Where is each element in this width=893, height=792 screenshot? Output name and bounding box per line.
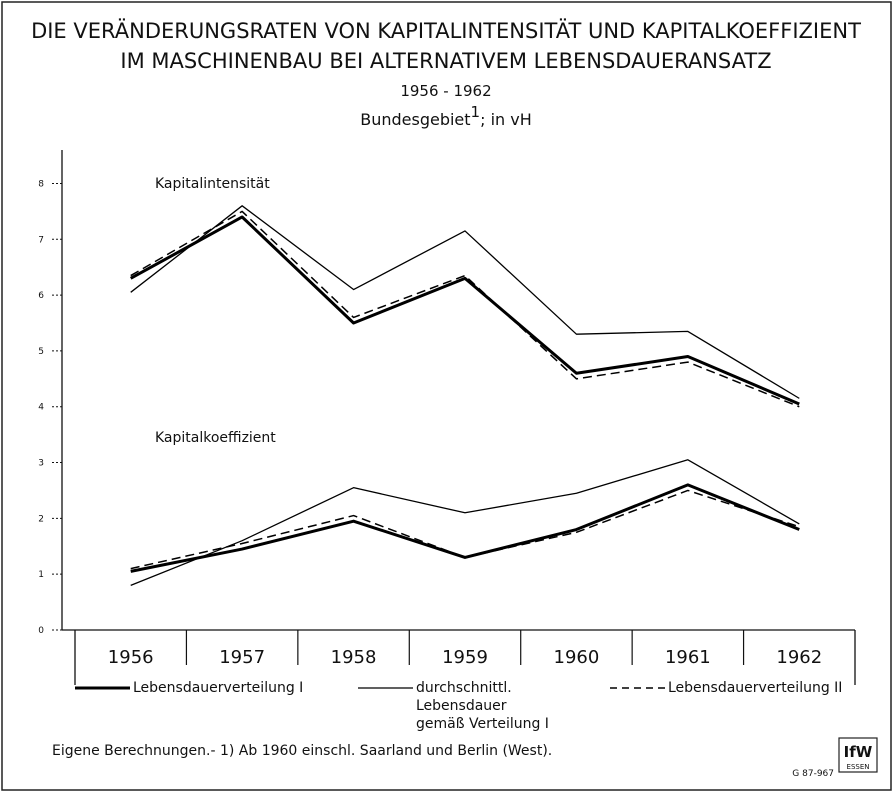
y-tick-label: 3 <box>38 459 44 469</box>
series-line <box>130 489 800 570</box>
region-text: Bundesgebiet <box>360 110 470 129</box>
legend-label: Lebensdauerverteilung II <box>668 680 843 696</box>
footnote-mark: 1 <box>471 103 481 121</box>
x-tick-label: 1961 <box>665 647 711 668</box>
y-tick-label: 8 <box>38 179 44 189</box>
y-tick-label: 1 <box>38 570 44 580</box>
series-line <box>130 210 800 408</box>
legend-label: durchschnittl. Lebensdauer gemäß Verteil… <box>416 680 549 732</box>
y-tick-label: 5 <box>38 347 44 357</box>
logo-sub: ESSEN <box>847 763 870 771</box>
logo: IfW <box>844 743 873 761</box>
y-tick-label: 4 <box>38 403 44 413</box>
subtitle: 1956 - 1962 <box>400 82 491 100</box>
series-line <box>130 205 800 399</box>
y-tick-label: 7 <box>38 235 44 245</box>
group-label: Kapitalkoeffizient <box>155 430 276 446</box>
series-line <box>130 459 800 586</box>
y-tick-label: 0 <box>38 626 44 636</box>
code: G 87-967 <box>792 769 834 779</box>
logo-box <box>838 737 878 773</box>
y-tick-label: 6 <box>38 291 44 301</box>
x-tick-label: 1962 <box>776 647 822 668</box>
x-tick-label: 1960 <box>554 647 600 668</box>
series-line <box>130 483 800 573</box>
x-tick-label: 1957 <box>219 647 265 668</box>
legend-label: Lebensdauerverteilung I <box>133 680 304 696</box>
x-tick-label: 1959 <box>442 647 488 668</box>
source: Eigene Berechnungen.- 1) Ab 1960 einschl… <box>52 743 552 759</box>
title-line: DIE VERÄNDERUNGSRATEN VON KAPITALINTENSI… <box>31 18 861 43</box>
x-tick-label: 1956 <box>108 647 154 668</box>
series-line <box>129 215 800 406</box>
y-tick-label: 2 <box>38 514 44 524</box>
unit: ; in vH <box>480 110 532 129</box>
region: Bundesgebiet1; in vH <box>360 103 532 129</box>
x-tick-label: 1958 <box>331 647 377 668</box>
title-line: IM MASCHINENBAU BEI ALTERNATIVEM LEBENSD… <box>120 49 771 73</box>
group-label: Kapitalintensität <box>155 176 270 192</box>
